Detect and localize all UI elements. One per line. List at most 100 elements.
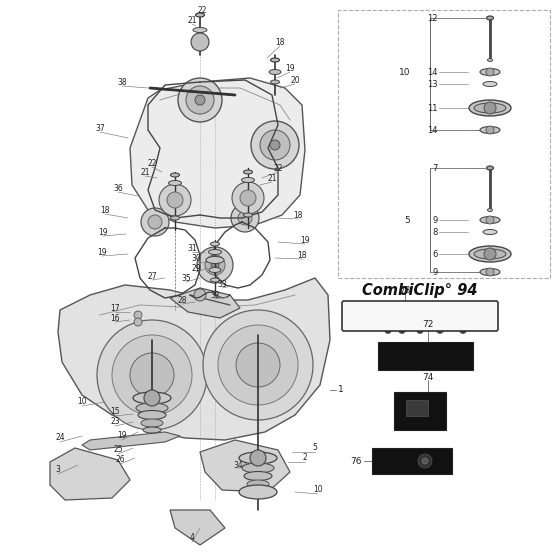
Text: 8: 8 xyxy=(433,227,438,236)
Circle shape xyxy=(186,86,214,114)
Circle shape xyxy=(385,326,391,334)
Text: 22: 22 xyxy=(147,158,157,167)
Bar xyxy=(406,400,428,416)
Text: 15: 15 xyxy=(110,408,120,417)
Ellipse shape xyxy=(487,166,493,170)
Text: 27: 27 xyxy=(147,272,157,281)
Text: 5: 5 xyxy=(404,216,410,225)
Circle shape xyxy=(422,458,428,464)
Text: CombiClip° 94: CombiClip° 94 xyxy=(362,282,478,297)
Text: 21: 21 xyxy=(140,167,150,176)
Text: 9: 9 xyxy=(433,216,438,225)
Circle shape xyxy=(270,140,280,150)
Bar xyxy=(372,448,452,474)
Text: 24: 24 xyxy=(55,433,65,442)
Ellipse shape xyxy=(208,250,222,254)
Ellipse shape xyxy=(239,485,277,499)
Ellipse shape xyxy=(270,80,279,84)
Polygon shape xyxy=(200,440,290,492)
Text: 26: 26 xyxy=(115,455,125,464)
Text: 14: 14 xyxy=(427,125,438,134)
Circle shape xyxy=(191,33,209,51)
Ellipse shape xyxy=(241,178,254,183)
Circle shape xyxy=(167,192,183,208)
Text: 29: 29 xyxy=(191,264,201,273)
Circle shape xyxy=(399,326,405,334)
Text: 19: 19 xyxy=(98,227,108,236)
Ellipse shape xyxy=(480,217,500,223)
Ellipse shape xyxy=(247,480,269,488)
Text: 18: 18 xyxy=(297,250,307,259)
Circle shape xyxy=(417,326,423,334)
Circle shape xyxy=(486,268,494,276)
Circle shape xyxy=(436,326,444,334)
Text: 20: 20 xyxy=(290,76,300,85)
Text: 72: 72 xyxy=(422,320,433,329)
Text: 19: 19 xyxy=(300,236,310,245)
Circle shape xyxy=(112,335,192,415)
Text: 16: 16 xyxy=(110,314,120,323)
Circle shape xyxy=(260,130,290,160)
Circle shape xyxy=(141,208,169,236)
Circle shape xyxy=(178,78,222,122)
Text: 3: 3 xyxy=(55,465,60,474)
Text: 36: 36 xyxy=(113,184,123,193)
Ellipse shape xyxy=(169,180,181,185)
Circle shape xyxy=(218,325,298,405)
Polygon shape xyxy=(58,278,330,440)
Ellipse shape xyxy=(480,268,500,276)
Ellipse shape xyxy=(170,173,180,177)
Text: 34: 34 xyxy=(233,460,243,469)
Ellipse shape xyxy=(488,58,492,62)
Ellipse shape xyxy=(244,472,272,480)
Text: 73: 73 xyxy=(399,286,410,295)
Circle shape xyxy=(148,215,162,229)
Text: 18: 18 xyxy=(276,38,284,46)
Bar xyxy=(394,392,446,430)
Circle shape xyxy=(203,310,313,420)
Ellipse shape xyxy=(469,246,511,262)
Text: 33: 33 xyxy=(217,279,227,288)
Circle shape xyxy=(195,95,205,105)
Text: 2: 2 xyxy=(302,454,307,463)
Text: 18: 18 xyxy=(293,211,303,220)
Text: 19: 19 xyxy=(285,63,295,72)
Text: 35: 35 xyxy=(181,273,191,282)
Ellipse shape xyxy=(211,278,220,282)
Circle shape xyxy=(486,216,494,224)
Text: 25: 25 xyxy=(113,446,123,455)
Ellipse shape xyxy=(480,127,500,133)
Text: 28: 28 xyxy=(178,296,186,305)
Circle shape xyxy=(97,320,207,430)
Text: 21: 21 xyxy=(187,16,197,25)
Ellipse shape xyxy=(474,103,506,113)
FancyBboxPatch shape xyxy=(342,301,498,331)
Circle shape xyxy=(236,343,280,387)
Text: 18: 18 xyxy=(100,206,110,214)
Ellipse shape xyxy=(141,419,163,427)
Text: 76: 76 xyxy=(351,456,362,465)
Circle shape xyxy=(418,454,432,468)
Ellipse shape xyxy=(138,410,166,419)
Text: 11: 11 xyxy=(427,104,438,113)
Text: 31: 31 xyxy=(187,244,197,253)
Circle shape xyxy=(197,247,233,283)
Circle shape xyxy=(144,390,160,406)
Text: 14: 14 xyxy=(427,68,438,77)
Text: 30: 30 xyxy=(191,254,201,263)
Text: 38: 38 xyxy=(117,77,127,86)
Ellipse shape xyxy=(136,403,168,413)
Text: 32: 32 xyxy=(210,291,220,300)
Text: 10: 10 xyxy=(77,398,87,407)
Polygon shape xyxy=(130,78,305,228)
Circle shape xyxy=(194,289,206,301)
Circle shape xyxy=(486,126,494,134)
Circle shape xyxy=(486,68,494,76)
Ellipse shape xyxy=(170,216,180,220)
Text: 22: 22 xyxy=(197,6,207,15)
Polygon shape xyxy=(170,510,225,545)
Text: 12: 12 xyxy=(427,13,438,22)
Ellipse shape xyxy=(487,16,493,20)
Ellipse shape xyxy=(480,68,500,76)
Circle shape xyxy=(238,211,252,225)
